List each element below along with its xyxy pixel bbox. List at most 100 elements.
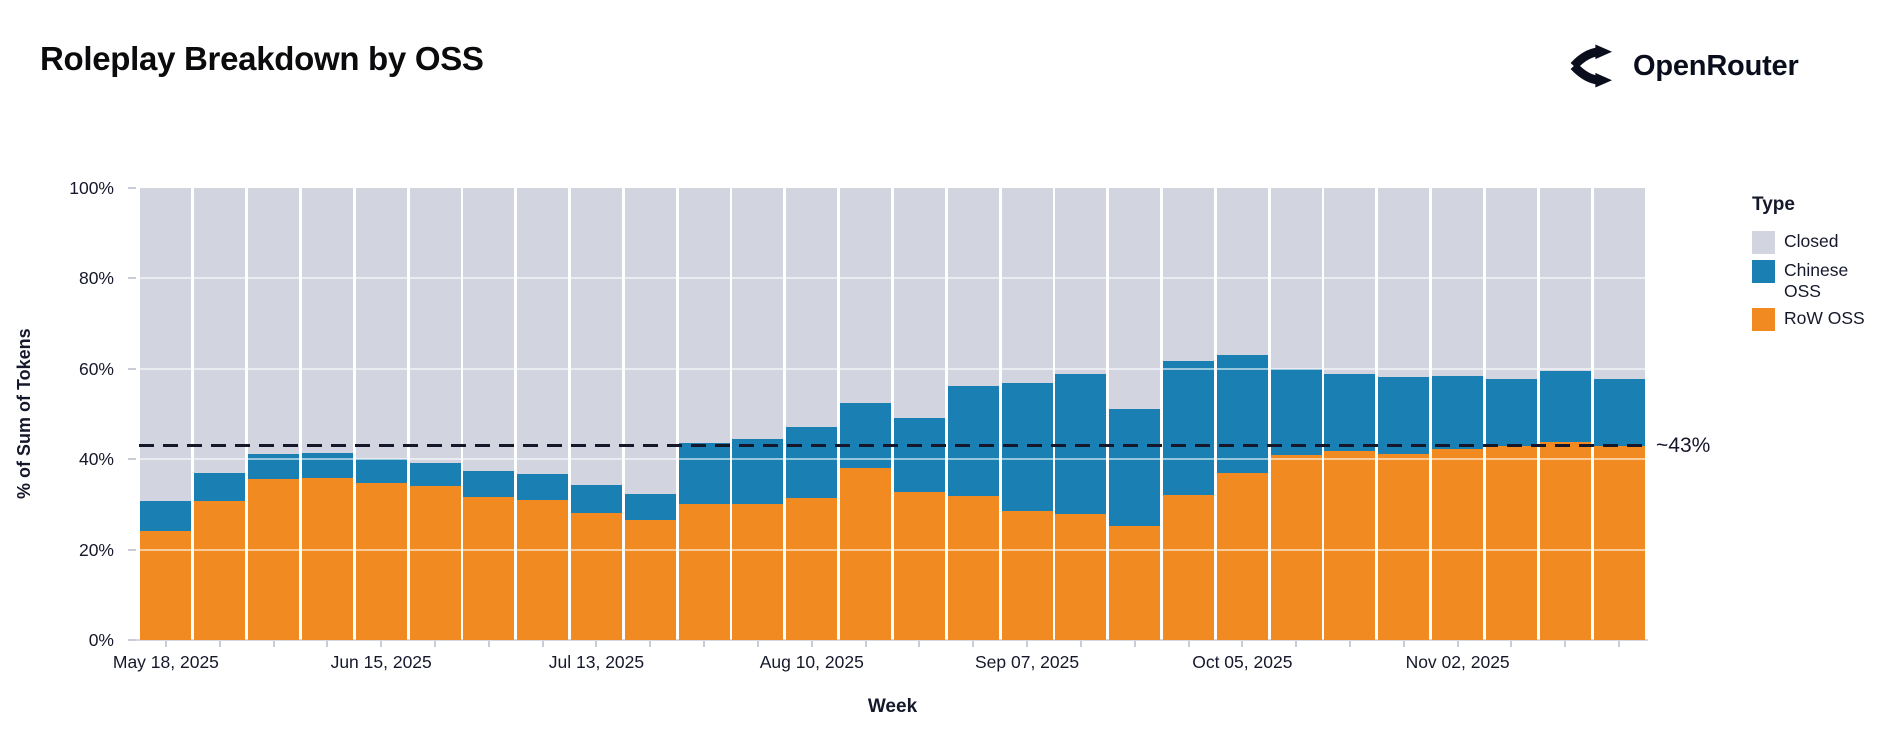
bar-segment-row-oss[interactable] (1593, 445, 1645, 640)
bar-segment-chinese-oss[interactable] (1324, 373, 1376, 452)
bar-segment-closed[interactable] (1432, 188, 1484, 376)
bar-segment-chinese-oss[interactable] (1378, 376, 1430, 454)
bar-segment-closed[interactable] (1001, 188, 1053, 383)
legend-label: Chinese OSS (1784, 260, 1849, 301)
bar-segment-row-oss[interactable] (1539, 442, 1591, 640)
bar-segment-chinese-oss[interactable] (140, 501, 192, 531)
bar-segment-chinese-oss[interactable] (624, 494, 676, 521)
bar-segment-closed[interactable] (624, 188, 676, 494)
bar-segment-chinese-oss[interactable] (678, 443, 730, 504)
bar-segment-row-oss[interactable] (947, 495, 999, 640)
bar-segment-closed[interactable] (1109, 188, 1161, 410)
bar-segment-closed[interactable] (194, 188, 246, 474)
bar-segment-closed[interactable] (355, 188, 407, 459)
bar-segment-closed[interactable] (140, 188, 192, 502)
bar-segment-row-oss[interactable] (1055, 513, 1107, 640)
bar-segment-row-oss[interactable] (1485, 445, 1537, 640)
bar-segment-chinese-oss[interactable] (1432, 375, 1484, 449)
x-tick (1133, 641, 1136, 647)
bar-segment-row-oss[interactable] (1163, 494, 1215, 640)
bar-segment-chinese-oss[interactable] (786, 426, 838, 499)
bar-segment-row-oss[interactable] (248, 479, 300, 640)
bar-segment-row-oss[interactable] (1432, 448, 1484, 640)
gridline-40 (139, 458, 1646, 461)
bar-segment-chinese-oss[interactable] (1216, 355, 1268, 473)
bar-segment-chinese-oss[interactable] (1593, 378, 1645, 446)
bar-segment-chinese-oss[interactable] (355, 458, 407, 483)
bar-segment-closed[interactable] (786, 188, 838, 427)
bar-segment-closed[interactable] (947, 188, 999, 386)
bar-segment-chinese-oss[interactable] (463, 471, 515, 498)
bar-segment-closed[interactable] (1378, 188, 1430, 377)
bar-segment-chinese-oss[interactable] (248, 453, 300, 480)
bar-segment-row-oss[interactable] (840, 467, 892, 640)
bar-segment-chinese-oss[interactable] (517, 474, 569, 500)
bar-segment-row-oss[interactable] (624, 520, 676, 640)
bar-segment-row-oss[interactable] (140, 530, 192, 640)
bar-segment-closed[interactable] (678, 188, 730, 444)
legend-item-row-oss[interactable]: RoW OSS (1752, 308, 1874, 331)
bar-segment-chinese-oss[interactable] (409, 462, 461, 486)
bar-segment-chinese-oss[interactable] (1539, 371, 1591, 442)
bar-segment-chinese-oss[interactable] (1270, 369, 1322, 455)
x-tick (1510, 641, 1513, 647)
bar-segment-chinese-oss[interactable] (1485, 378, 1537, 446)
legend-item-chinese-oss[interactable]: Chinese OSS (1752, 260, 1874, 302)
bar-segment-chinese-oss[interactable] (840, 402, 892, 468)
x-axis-line (128, 639, 1648, 641)
bar-segment-closed[interactable] (1485, 188, 1537, 379)
bar-segment-row-oss[interactable] (1216, 472, 1268, 640)
bar-segment-chinese-oss[interactable] (301, 453, 353, 478)
bar-segment-row-oss[interactable] (517, 499, 569, 640)
bar-segment-closed[interactable] (1216, 188, 1268, 356)
bar-segment-chinese-oss[interactable] (732, 439, 784, 504)
bar-segment-row-oss[interactable] (732, 503, 784, 640)
bar-segment-closed[interactable] (517, 188, 569, 475)
bar-segment-row-oss[interactable] (893, 492, 945, 640)
bar-segment-closed[interactable] (1324, 188, 1376, 374)
bar-segment-row-oss[interactable] (570, 513, 622, 640)
bar-segment-closed[interactable] (1593, 188, 1645, 379)
bar-segment-row-oss[interactable] (1001, 511, 1053, 640)
bar-segment-row-oss[interactable] (194, 501, 246, 640)
bar-segment-closed[interactable] (840, 188, 892, 403)
bar-segment-row-oss[interactable] (355, 482, 407, 640)
bar-segment-chinese-oss[interactable] (893, 417, 945, 493)
bar-segment-closed[interactable] (732, 188, 784, 440)
bar-segment-row-oss[interactable] (409, 485, 461, 640)
x-tick-label: May 18, 2025 (112, 652, 219, 672)
x-tick (1348, 641, 1351, 647)
bar-segment-closed[interactable] (248, 188, 300, 454)
bar-segment-closed[interactable] (1539, 188, 1591, 372)
bar-segment-closed[interactable] (570, 188, 622, 485)
bar-segment-chinese-oss[interactable] (1163, 361, 1215, 495)
bar-segment-row-oss[interactable] (463, 497, 515, 640)
bar-segment-row-oss[interactable] (301, 477, 353, 640)
bar-segment-chinese-oss[interactable] (194, 473, 246, 502)
x-tick (972, 641, 975, 647)
y-tick (128, 548, 136, 551)
bar-segment-row-oss[interactable] (678, 503, 730, 640)
legend-item-closed[interactable]: Closed (1752, 231, 1874, 254)
bar-segment-row-oss[interactable] (1270, 454, 1322, 640)
y-tick-label: 0% (88, 630, 114, 650)
bar-segment-closed[interactable] (463, 188, 515, 472)
bar-segment-closed[interactable] (893, 188, 945, 418)
bar-segment-closed[interactable] (1055, 188, 1107, 374)
bar-segment-closed[interactable] (1163, 188, 1215, 362)
bar-segment-chinese-oss[interactable] (1001, 382, 1053, 512)
threshold-annotation-label: ~43% (1656, 434, 1711, 458)
bar-segment-row-oss[interactable] (1109, 525, 1161, 640)
bar-segment-row-oss[interactable] (1378, 453, 1430, 640)
bar-segment-row-oss[interactable] (786, 498, 838, 640)
bar-segment-chinese-oss[interactable] (570, 484, 622, 514)
x-tick (649, 641, 652, 647)
bar-segment-closed[interactable] (301, 188, 353, 454)
x-tick (918, 641, 921, 647)
x-tick-label: Jun 15, 2025 (330, 652, 432, 672)
bar-segment-closed[interactable] (409, 188, 461, 463)
x-tick (864, 641, 867, 647)
bar-segment-chinese-oss[interactable] (947, 385, 999, 496)
bar-segment-chinese-oss[interactable] (1109, 409, 1161, 526)
bar-segment-row-oss[interactable] (1324, 451, 1376, 640)
